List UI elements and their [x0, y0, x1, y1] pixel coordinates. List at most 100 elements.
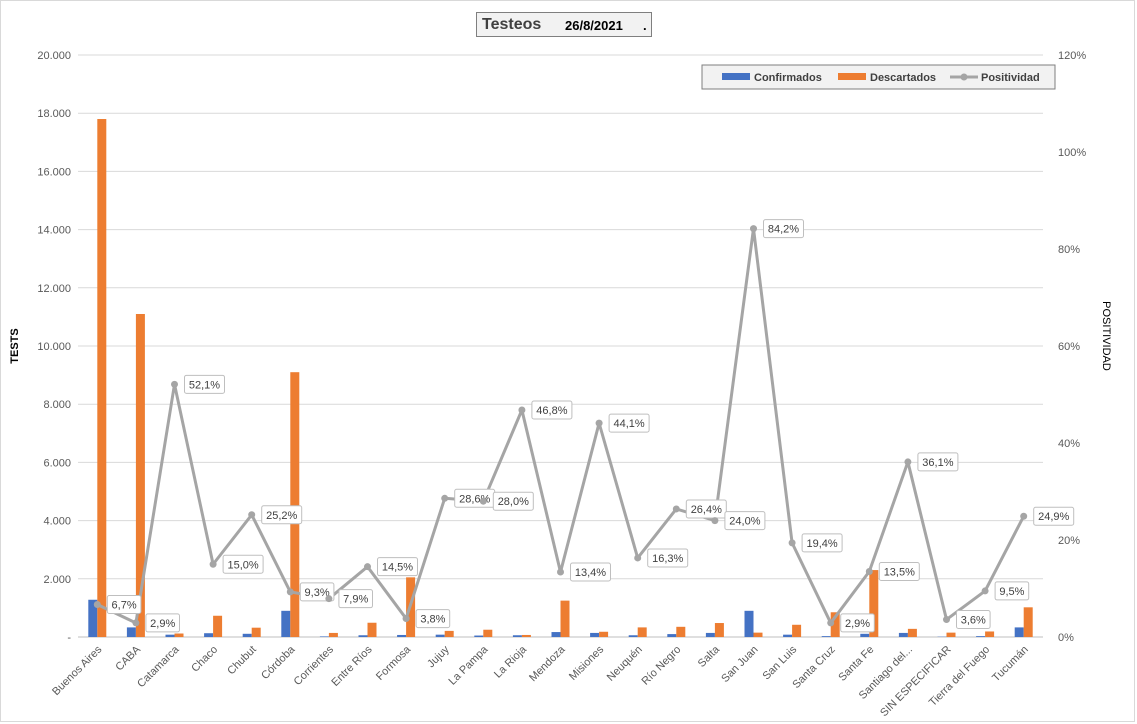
point-positividad: [1020, 512, 1028, 520]
data-label-positividad: 16,3%: [652, 553, 683, 565]
x-tick-label: Mendoza: [527, 643, 568, 684]
data-label-positividad: 25,2%: [266, 510, 297, 522]
point-positividad: [634, 554, 642, 562]
x-tick-label: Río Negro: [639, 644, 683, 688]
bar-descartados: [907, 628, 917, 637]
bar-confirmados: [744, 610, 754, 637]
bar-confirmados: [204, 633, 214, 637]
x-tick-label: Córdoba: [259, 643, 298, 682]
point-positividad: [402, 615, 410, 623]
bar-descartados: [560, 600, 570, 637]
data-label-positividad: 2,9%: [150, 618, 175, 630]
bar-descartados: [599, 631, 609, 637]
x-tick-label: Tucumán: [990, 644, 1031, 685]
data-label-box: [338, 589, 373, 609]
point-positividad: [518, 406, 526, 414]
bar-descartados: [946, 632, 956, 637]
bar-descartados: [753, 632, 763, 637]
point-positividad: [595, 419, 603, 427]
point-positividad: [981, 587, 989, 595]
data-label-positividad: 15,0%: [227, 559, 258, 571]
data-label-box: [917, 452, 959, 472]
data-label-box: [994, 581, 1030, 601]
data-label-positividad: 46,8%: [536, 405, 567, 417]
y-tick-label: 16.000: [37, 166, 71, 178]
y-axis-title: TESTS: [9, 328, 21, 363]
y2-tick-label: 100%: [1058, 147, 1086, 159]
data-label-positividad: 2,9%: [845, 618, 870, 630]
y-tick-label: 18.000: [37, 108, 71, 120]
bar-descartados: [792, 624, 802, 637]
data-label-box: [492, 491, 534, 511]
data-label-box: [685, 499, 727, 519]
x-tick-label: Entre Ríos: [329, 643, 375, 689]
data-label-positividad: 36,1%: [922, 457, 953, 469]
y-tick-label: 2.000: [43, 574, 71, 586]
point-positividad: [904, 458, 912, 466]
bar-descartados: [637, 627, 647, 637]
x-tick-label: Catamarca: [135, 643, 182, 690]
point-positividad: [827, 619, 835, 627]
point-positividad: [711, 517, 719, 525]
bar-descartados: [676, 626, 686, 637]
x-tick-label: San Juan: [719, 644, 760, 685]
bar-confirmados: [821, 636, 831, 637]
point-positividad: [325, 595, 333, 603]
bar-confirmados: [319, 636, 329, 637]
bar-descartados: [714, 623, 724, 637]
legend-marker: [838, 73, 866, 80]
data-label-positividad: 52,1%: [189, 379, 220, 391]
data-label-box: [840, 613, 875, 633]
data-label-box: [184, 374, 225, 394]
data-label-box: [608, 413, 650, 433]
bar-confirmados: [976, 636, 986, 637]
y2-tick-label: 80%: [1058, 244, 1080, 256]
data-label-box: [878, 562, 920, 582]
y-tick-label: 6.000: [43, 457, 71, 469]
bar-descartados: [328, 632, 338, 637]
point-positividad: [865, 568, 873, 576]
y-tick-label: 14.000: [37, 225, 71, 237]
bar-confirmados: [898, 632, 908, 637]
x-tick-label: Formosa: [374, 643, 414, 683]
data-label-positividad: 84,2%: [768, 224, 799, 236]
data-label-box: [647, 548, 689, 568]
data-label-positividad: 24,0%: [729, 516, 760, 528]
legend-label: Confirmados: [754, 72, 822, 84]
point-positividad: [248, 511, 256, 519]
x-tick-label: Salta: [696, 643, 723, 670]
bar-descartados: [985, 631, 995, 637]
bar-confirmados: [860, 633, 870, 637]
point-positividad: [364, 563, 371, 571]
bar-descartados: [1023, 607, 1033, 637]
bar-descartados: [174, 633, 184, 637]
bar-descartados: [521, 634, 531, 637]
data-label-box: [145, 613, 180, 633]
bar-descartados: [97, 119, 107, 637]
point-positividad: [286, 588, 294, 596]
data-label-positividad: 3,8%: [420, 614, 445, 626]
y2-tick-label: 120%: [1058, 50, 1086, 62]
bar-descartados: [290, 372, 300, 637]
bar-confirmados: [705, 632, 715, 637]
bar-confirmados: [397, 634, 407, 637]
bar-confirmados: [126, 627, 136, 637]
legend-label: Descartados: [870, 72, 936, 84]
y-tick-label: -: [67, 632, 71, 644]
y2-tick-label: 40%: [1058, 438, 1080, 450]
legend-marker-point: [960, 73, 968, 81]
chart-title-dot: .: [643, 18, 647, 33]
data-label-positividad: 19,4%: [806, 538, 837, 550]
data-label-box: [415, 609, 451, 629]
data-label-positividad: 13,5%: [884, 567, 915, 579]
bar-confirmados: [358, 635, 368, 637]
data-label-positividad: 14,5%: [382, 562, 413, 574]
data-label-positividad: 24,9%: [1038, 511, 1069, 523]
data-label-positividad: 44,1%: [613, 418, 644, 430]
y-tick-label: 12.000: [37, 283, 71, 295]
point-positividad: [750, 225, 757, 233]
chart-title: Testeos: [482, 16, 542, 33]
data-label-positividad: 9,3%: [305, 587, 330, 599]
x-tick-label: Jujuy: [425, 643, 452, 670]
